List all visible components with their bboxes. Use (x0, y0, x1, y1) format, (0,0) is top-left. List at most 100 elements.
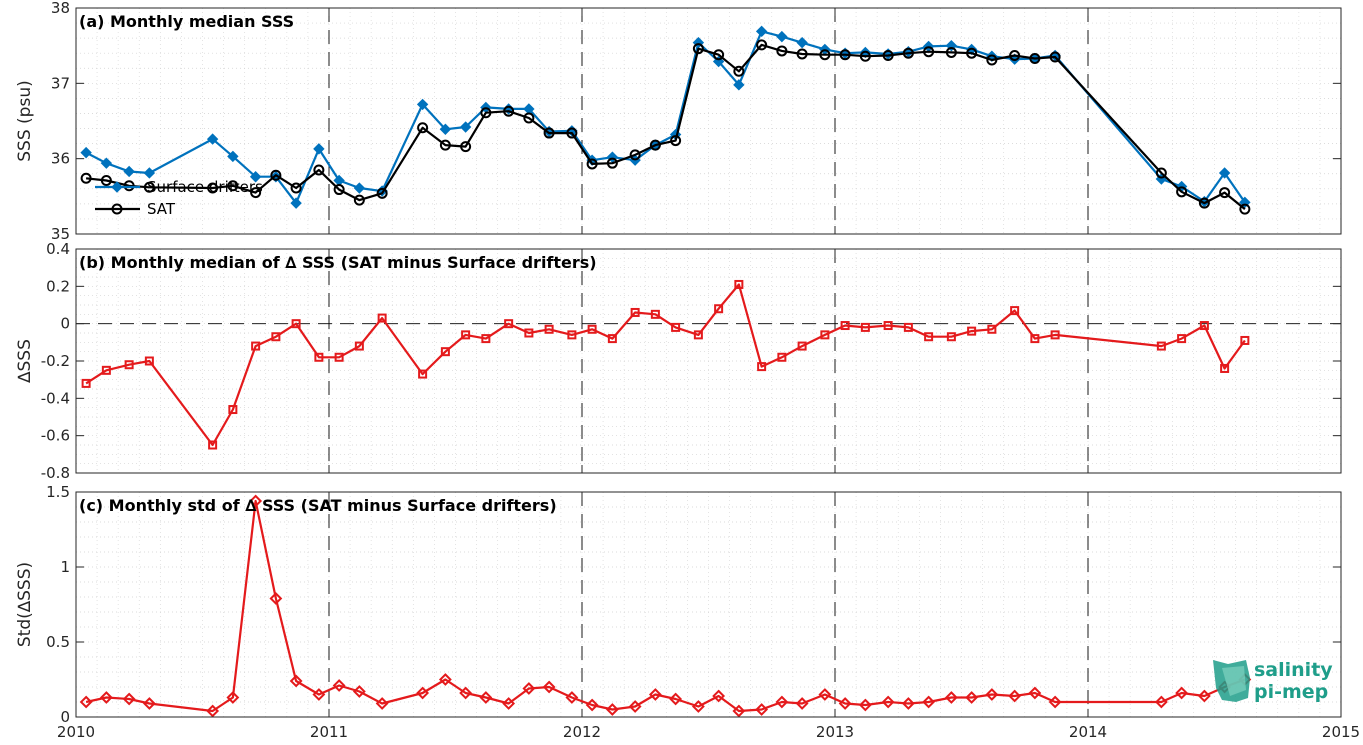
a-data-point (733, 65, 745, 77)
b-data-point (461, 330, 471, 340)
c-data-point (1154, 695, 1168, 709)
c-x-tick-label: 2012 (563, 723, 601, 741)
a-y-tick-label: 38 (51, 0, 70, 17)
a-data-point (796, 48, 808, 60)
a-axes-box (75, 7, 1342, 235)
a-data-point (250, 187, 262, 199)
salinity-pi-mep-logo: salinity pi-mep (1213, 659, 1333, 703)
c-data-point (795, 697, 809, 710)
b-data-point (946, 332, 956, 342)
a-data-point (249, 171, 262, 183)
c-data-point (312, 688, 326, 701)
b-data-point (1030, 334, 1040, 344)
logo-text-line2: pi-mep (1254, 681, 1328, 703)
a-data-point (755, 25, 768, 38)
a-data-point (290, 182, 302, 194)
b-data-point (1220, 363, 1230, 373)
legend-marker-0 (111, 181, 123, 193)
a-data-point (416, 98, 429, 111)
a-data-point (353, 194, 365, 206)
a-data-point (439, 139, 451, 151)
a-y-tick-label: 37 (51, 74, 70, 92)
b-data-point (1177, 334, 1187, 344)
c-data-point (1008, 689, 1022, 703)
b-data-point (291, 319, 301, 329)
c-data-point (628, 700, 642, 713)
b-y-tick-label: 0 (60, 315, 70, 333)
c-data-point (585, 698, 599, 712)
b-data-point (334, 352, 344, 362)
b-data-point (607, 334, 617, 344)
c-data-point (142, 697, 156, 710)
c-data-point (944, 691, 958, 704)
c-data-point (479, 691, 493, 704)
a-data-point (1198, 197, 1210, 209)
b-data-point (903, 322, 913, 332)
b-data-point (650, 309, 660, 319)
a-data-point (439, 123, 452, 135)
a-data-point (776, 30, 788, 43)
a-data-point (100, 157, 113, 169)
c-data-point (755, 703, 769, 716)
b-data-point (797, 341, 807, 351)
c-data-point (79, 695, 93, 709)
c-data-point (1175, 686, 1189, 700)
a-data-point (206, 133, 219, 145)
a-data-point (796, 36, 808, 49)
c-data-point (858, 698, 872, 712)
b-data-point (144, 356, 154, 366)
c-data-point (881, 695, 895, 709)
b-data-point (714, 304, 724, 314)
b-data-point (924, 332, 934, 342)
logo-text-line1: salinity (1254, 659, 1333, 681)
b-data-point (587, 324, 597, 334)
a-data-point (270, 169, 282, 181)
a-data-point (839, 49, 851, 61)
legend-label-0: Surface drifters (147, 178, 263, 196)
a-data-point (1009, 49, 1021, 61)
c-data-point (542, 680, 556, 694)
c-data-point (375, 697, 389, 710)
c-y-axis-label: Std(∆SSS) (15, 562, 35, 647)
c-series-line-0 (85, 499, 1246, 713)
a-data-point (460, 141, 472, 153)
b-data-point (1156, 341, 1166, 351)
b-data-point (81, 378, 91, 388)
b-y-axis-label: ∆SSS (15, 339, 35, 384)
a-data-point (902, 47, 914, 59)
b-data-point (757, 362, 767, 372)
panel-a-median-sss: 35 36 37 38 (a) Monthly median SSS SSS (psu) S… (15, 0, 1342, 243)
a-data-point (859, 50, 871, 62)
b-data-point (208, 440, 218, 450)
b-data-point (1240, 335, 1250, 345)
c-y-tick-label: 0.5 (46, 633, 70, 651)
b-data-point (524, 328, 534, 338)
b-data-point (734, 279, 744, 289)
c-data-point (249, 494, 263, 508)
c-x-tick-label: 2015 (1322, 723, 1360, 741)
c-data-point (1028, 686, 1042, 700)
b-data-point (271, 332, 281, 342)
c-data-point (1197, 689, 1211, 703)
logo-wave-mark-light (1222, 666, 1246, 696)
a-data-point (713, 49, 725, 61)
b-data-point (840, 321, 850, 331)
a-data-point (123, 165, 135, 178)
c-data-point (712, 689, 726, 703)
b-data-point (101, 365, 111, 375)
c-data-point (502, 697, 516, 710)
a-data-point (123, 180, 135, 192)
b-data-point (820, 330, 830, 340)
a-data-point (1176, 186, 1188, 198)
a-data-point (882, 49, 894, 61)
a-data-point (503, 105, 515, 117)
b-data-point (354, 341, 364, 351)
a-data-point (143, 167, 156, 179)
a-data-point (606, 157, 618, 169)
a-data-point (945, 46, 957, 58)
b-data-point (544, 324, 554, 334)
c-data-point (605, 703, 619, 716)
legend-marker-1 (111, 203, 123, 215)
b-data-point (693, 330, 703, 340)
